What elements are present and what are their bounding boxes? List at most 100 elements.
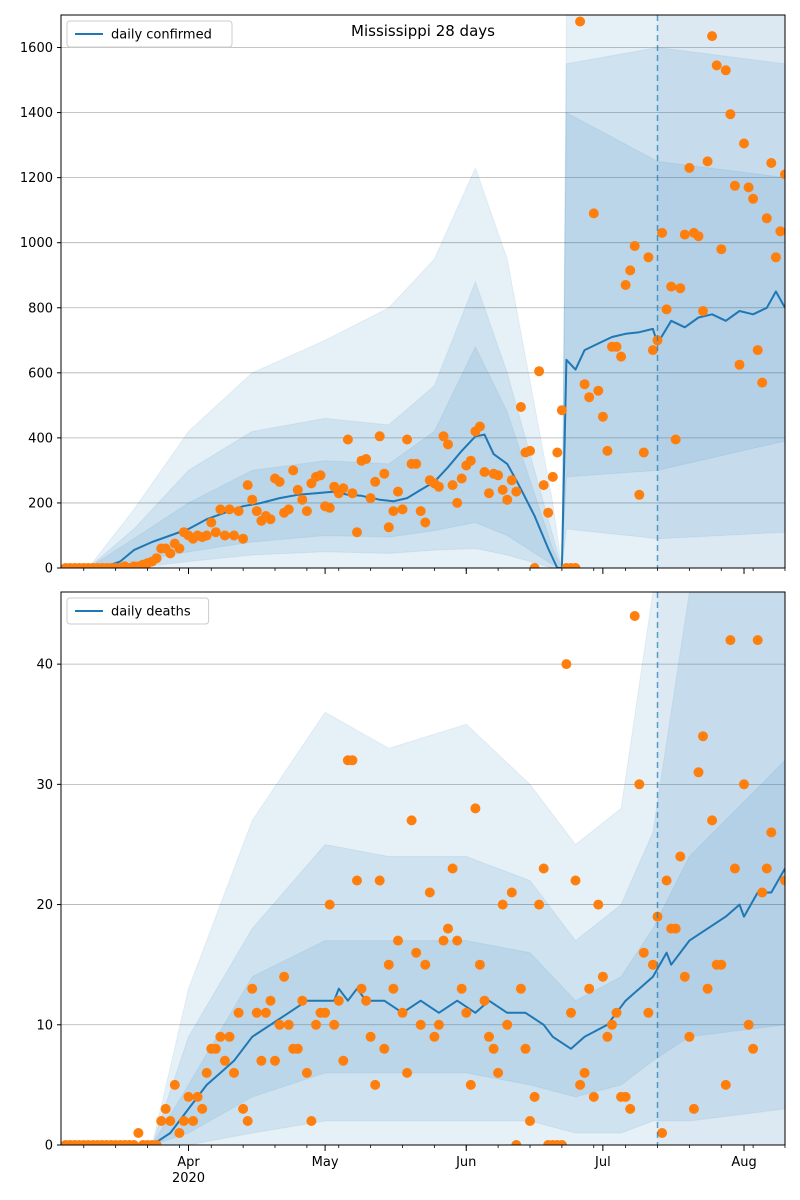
observed-point: [620, 1091, 631, 1102]
observed-point: [570, 563, 581, 568]
observed-point: [456, 473, 467, 484]
observed-point: [766, 158, 777, 168]
observed-point: [379, 468, 390, 479]
observed-point: [429, 1031, 440, 1042]
observed-point: [178, 1116, 189, 1126]
observed-point: [288, 465, 299, 476]
observed-point: [688, 1103, 699, 1114]
observed-point: [297, 995, 308, 1006]
observed-point: [552, 447, 563, 458]
observed-point: [766, 827, 777, 838]
observed-point: [393, 935, 403, 946]
observed-point: [265, 995, 276, 1006]
observed-point: [707, 815, 718, 826]
observed-point: [488, 1043, 499, 1054]
observed-point: [607, 1019, 617, 1030]
observed-point: [748, 193, 759, 204]
observed-point: [597, 411, 608, 422]
observed-point: [383, 522, 394, 533]
observed-point: [315, 470, 326, 481]
legend-box: [66, 20, 233, 48]
observed-point: [588, 1091, 599, 1102]
legend-box: [66, 597, 210, 625]
observed-point: [379, 1043, 390, 1054]
observed-point: [679, 229, 690, 240]
uncertainty-band-1: [87, 15, 785, 568]
y-tick-label: 1600: [20, 41, 53, 56]
observed-point: [188, 1116, 199, 1126]
uncertainty-band-3: [151, 759, 785, 1145]
x-tick-label: Jun: [455, 1155, 476, 1170]
observed-point: [388, 506, 399, 517]
observed-point: [433, 481, 444, 492]
observed-point: [301, 506, 312, 517]
observed-point: [443, 923, 453, 934]
observed-point: [743, 182, 754, 193]
observed-point: [219, 1055, 230, 1066]
observed-point: [151, 553, 162, 564]
observed-point: [711, 60, 722, 71]
observed-point: [233, 506, 244, 517]
observed-point: [739, 138, 749, 149]
observed-point: [192, 1091, 203, 1102]
observed-point: [493, 470, 504, 481]
chart-title: Mississippi 28 days: [351, 22, 495, 40]
observed-point: [383, 959, 394, 970]
observed-point: [465, 455, 476, 466]
observed-point: [402, 1067, 413, 1078]
observed-point: [247, 494, 258, 505]
observed-point: [461, 1007, 472, 1018]
y-tick-label: 0: [45, 1139, 53, 1154]
legend: daily deaths: [66, 597, 210, 625]
observed-point: [625, 265, 636, 276]
observed-point: [529, 1091, 540, 1102]
y-tick-label: 10: [36, 1018, 53, 1033]
x-tick-label: Apr: [177, 1155, 200, 1170]
x-tick-label: Jul: [594, 1155, 611, 1170]
observed-point: [748, 1043, 759, 1054]
observed-point: [174, 543, 185, 554]
observed-point: [752, 345, 763, 356]
y-tick-label: 400: [28, 431, 53, 446]
observed-point: [579, 379, 590, 390]
observed-point: [497, 899, 508, 910]
y-tick-label: 0: [45, 562, 53, 577]
observed-point: [511, 1140, 522, 1145]
observed-point: [338, 1055, 349, 1066]
observed-point: [538, 863, 549, 874]
uncertainty-band-1: [151, 592, 785, 1145]
observed-point: [579, 1067, 590, 1078]
observed-point: [215, 1031, 226, 1042]
observed-point: [757, 377, 768, 388]
observed-point: [292, 1043, 303, 1054]
observed-point: [729, 863, 740, 874]
observed-point: [283, 504, 294, 515]
observed-point: [447, 480, 458, 491]
y-tick-label: 600: [28, 366, 53, 381]
observed-point: [338, 483, 349, 494]
observed-point: [219, 530, 230, 541]
observed-point: [456, 983, 467, 994]
observed-point: [698, 731, 708, 742]
observed-point: [311, 1019, 321, 1030]
observed-point: [370, 1079, 381, 1090]
observed-point: [707, 31, 718, 42]
observed-point: [301, 1067, 312, 1078]
observed-point: [529, 563, 540, 568]
observed-point: [593, 899, 604, 910]
observed-point: [393, 486, 403, 497]
observed-point: [283, 1019, 294, 1030]
observed-point: [465, 1079, 476, 1090]
observed-point: [224, 1031, 235, 1042]
observed-point: [752, 635, 763, 646]
observed-point: [511, 486, 522, 497]
observed-point: [743, 1019, 754, 1030]
observed-point: [183, 1091, 194, 1102]
observed-point: [415, 1019, 426, 1030]
observed-point: [201, 1067, 212, 1078]
observed-point: [479, 467, 490, 477]
observed-point: [629, 611, 640, 621]
observed-point: [570, 875, 581, 886]
observed-point: [224, 504, 235, 515]
